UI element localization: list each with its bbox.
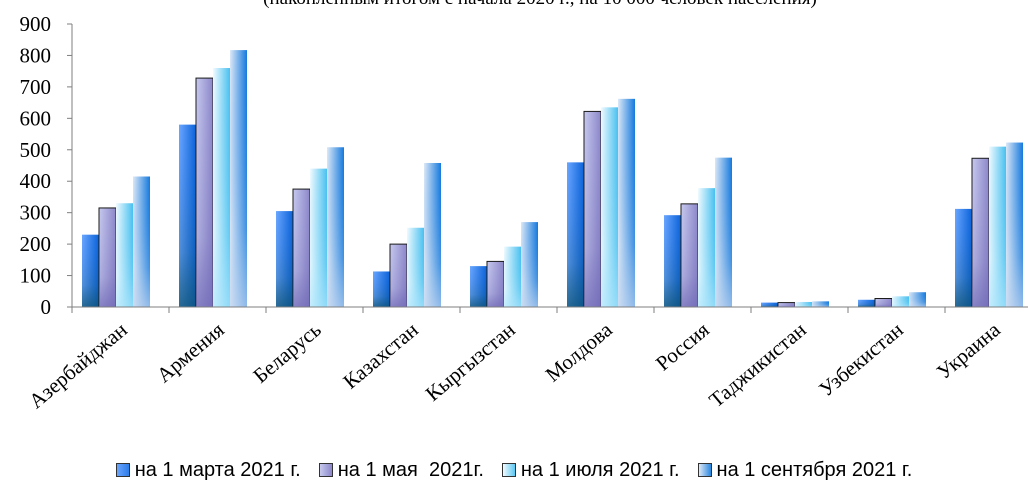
- bar-shade: [373, 271, 390, 307]
- legend-label: на 1 мая 2021г.: [337, 458, 484, 481]
- x-tick-label: Украина: [932, 317, 1005, 384]
- bar-shade: [715, 157, 732, 307]
- y-tick-label: 500: [20, 138, 52, 162]
- bar-shade: [82, 234, 99, 307]
- legend-swatch: [697, 463, 712, 477]
- bar-shade: [812, 301, 829, 307]
- bar-shade: [778, 302, 795, 307]
- bar-shade: [521, 222, 538, 307]
- legend-swatch: [115, 463, 130, 477]
- y-tick-label: 100: [20, 264, 52, 288]
- bar-shade: [327, 147, 344, 307]
- bar-shade: [230, 50, 247, 308]
- bar-shade: [276, 211, 293, 307]
- bar-shade: [567, 162, 584, 307]
- bar-shade: [858, 299, 875, 307]
- bar-shade: [909, 292, 926, 307]
- x-tick-label: Кыргызстан: [421, 317, 520, 405]
- bar-shade: [618, 98, 635, 308]
- y-tick-label: 0: [41, 295, 52, 319]
- y-tick-label: 600: [20, 106, 52, 130]
- bar-shade: [390, 244, 407, 307]
- x-tick-label: Казахстан: [338, 317, 422, 393]
- bar-shade: [664, 215, 681, 307]
- bar-shade: [989, 146, 1006, 307]
- x-tick-label: Беларусь: [248, 317, 325, 387]
- bar-shade: [196, 78, 213, 307]
- legend-label: на 1 марта 2021 г.: [134, 458, 301, 481]
- legend-item: на 1 июля 2021 г.: [501, 458, 680, 482]
- legend-swatch: [318, 463, 333, 477]
- bar-shade: [698, 188, 715, 307]
- y-tick-label: 900: [20, 12, 52, 36]
- bar-shade: [293, 189, 310, 307]
- bar-shade: [424, 162, 441, 307]
- bar-shade: [179, 124, 196, 307]
- bar-chart: (накопленным итогом с начала 2020 г., на…: [20, 0, 1028, 413]
- y-tick-label: 400: [20, 169, 52, 193]
- x-tick-label: Узбекистан: [814, 317, 907, 401]
- bar-shade: [133, 176, 150, 307]
- bar-shade: [470, 266, 487, 307]
- chart-subtitle: (накопленным итогом с начала 2020 г., на…: [263, 0, 817, 9]
- legend-label: на 1 июля 2021 г.: [520, 458, 680, 481]
- bar-shade: [213, 68, 230, 308]
- y-tick-label: 700: [20, 75, 52, 99]
- legend-item: на 1 мая 2021г.: [318, 458, 484, 482]
- bar-shade: [99, 207, 116, 307]
- bars-group: [82, 50, 1023, 308]
- bar-shade: [584, 111, 601, 307]
- bar-shade: [310, 168, 327, 307]
- bar-shade: [955, 208, 972, 307]
- bar-shade: [1006, 142, 1023, 307]
- y-tick-label: 200: [20, 232, 52, 256]
- bar-shade: [795, 301, 812, 307]
- x-tick-label: Азербайджан: [24, 317, 132, 413]
- bar-shade: [681, 203, 698, 307]
- bar-shade: [892, 296, 909, 307]
- x-tick-label: Таджикистан: [704, 317, 810, 412]
- legend-item: на 1 сентября 2021 г.: [697, 458, 913, 482]
- bar-shade: [875, 298, 892, 307]
- legend-swatch: [501, 463, 516, 477]
- x-tick-label: Россия: [651, 317, 714, 375]
- bar-shade: [487, 261, 504, 307]
- y-tick-label: 300: [20, 201, 52, 225]
- bar-shade: [601, 107, 618, 307]
- legend-item: на 1 марта 2021 г.: [115, 458, 301, 482]
- bar-shade: [761, 302, 778, 307]
- x-tick-label: Молдова: [541, 317, 617, 387]
- y-axis: 0 100 200 300 400 500 600 700 800 900: [20, 12, 73, 319]
- bar-shade: [116, 203, 133, 307]
- bar-shade: [972, 158, 989, 307]
- bar-shade: [504, 246, 521, 307]
- y-tick-label: 800: [20, 43, 52, 67]
- x-axis: Азербайджан Армения Беларусь КазахстанКыргы…: [24, 306, 1028, 413]
- bar-shade: [407, 227, 424, 307]
- legend: на 1 марта 2021 г. на 1 мая 2021г. на 1 ию…: [0, 455, 1028, 485]
- x-tick-label: Армения: [152, 317, 229, 387]
- legend-label: на 1 сентября 2021 г.: [716, 458, 913, 481]
